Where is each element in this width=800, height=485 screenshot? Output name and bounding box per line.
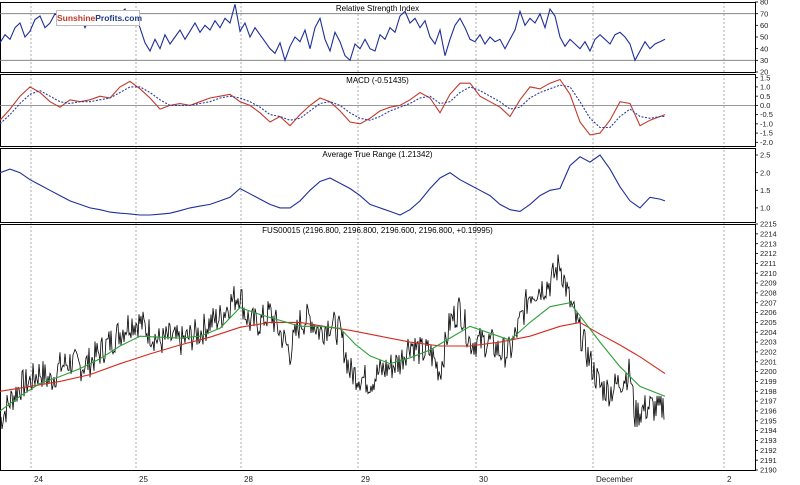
- price-ytick-label-14: 2204: [760, 328, 777, 337]
- price-ytick-label-2: 2192: [760, 446, 777, 455]
- price-ytick-label-18: 2208: [760, 288, 777, 297]
- rsi-ytick-label-4: 60: [760, 21, 768, 30]
- price-ytick-label-6: 2196: [760, 407, 777, 416]
- price-ytick-label-3: 2193: [760, 436, 777, 445]
- logo-text-part2: Profits.com: [95, 13, 143, 23]
- rsi-ytick-label-3: 50: [760, 33, 768, 42]
- logo-text-part1: Sunshine: [57, 13, 96, 23]
- atr-ytick-label-3: 2.5: [760, 151, 770, 160]
- price-ytick-label-16: 2206: [760, 308, 777, 317]
- price-ytick-label-20: 2210: [760, 269, 777, 278]
- price-ytick-label-25: 2215: [760, 220, 777, 229]
- price-ytick-label-12: 2202: [760, 348, 777, 357]
- price-ytick-label-0: 2190: [760, 466, 777, 475]
- rsi-ytick-label-0: 20: [760, 68, 768, 77]
- price-ytick-label-7: 2197: [760, 397, 777, 406]
- x-tick-label-3: 29: [361, 475, 370, 484]
- rsi-ytick-label-5: 70: [760, 9, 768, 18]
- macd-ytick-label-1: -1.5: [760, 129, 773, 138]
- macd-ytick-label-5: 0.5: [760, 92, 770, 101]
- rsi-ytick-label-2: 40: [760, 44, 768, 53]
- x-tick-label-4: 30: [479, 475, 488, 484]
- macd-ytick-label-7: 1.5: [760, 73, 770, 82]
- price-ytick-label-19: 2209: [760, 279, 777, 288]
- price-panel-frame: [0, 224, 756, 471]
- macd-ytick-label-0: -2.0: [760, 138, 773, 147]
- x-tick-label-0: 24: [34, 475, 43, 484]
- rsi-panel-frame: [0, 2, 756, 73]
- atr-ytick-label-0: 1.0: [760, 204, 770, 213]
- macd-ytick-label-4: 0.0: [760, 101, 770, 110]
- atr-ytick-label-2: 2.0: [760, 168, 770, 177]
- price-ytick-label-23: 2213: [760, 239, 777, 248]
- atr-series-line-0: [0, 154, 666, 216]
- rsi-ytick-label-1: 30: [760, 56, 768, 65]
- price-ytick-label-24: 2214: [760, 229, 777, 238]
- price-ytick-label-11: 2201: [760, 357, 777, 366]
- price-series-line-0: [0, 254, 665, 430]
- x-tick-label-6: 2: [727, 475, 732, 484]
- price-ytick-label-1: 2191: [760, 456, 777, 465]
- price-ytick-label-9: 2199: [760, 377, 777, 386]
- macd-series-line-0: [0, 78, 666, 136]
- sunshine-profits-logo: SunshineProfits.com: [56, 10, 143, 26]
- macd-ytick-label-6: 1.0: [760, 83, 770, 92]
- rsi-title: Relative Strength Index: [336, 4, 419, 13]
- price-ytick-label-17: 2207: [760, 298, 777, 307]
- macd-panel-frame: [0, 74, 756, 147]
- x-tick-label-2: 28: [244, 475, 253, 484]
- x-tick-label-1: 25: [139, 475, 148, 484]
- price-ytick-label-8: 2198: [760, 387, 777, 396]
- atr-title: Average True Range (1.21342): [322, 150, 432, 159]
- price-ytick-label-15: 2205: [760, 318, 777, 327]
- macd-ytick-label-2: -1.0: [760, 119, 773, 128]
- price-ytick-label-4: 2194: [760, 426, 777, 435]
- macd-title: MACD (-0.51435): [346, 76, 409, 85]
- macd-ytick-label-3: -0.5: [760, 110, 773, 119]
- price-ytick-label-22: 2212: [760, 249, 777, 258]
- rsi-ytick-label-6: 80: [760, 0, 768, 7]
- price-ytick-label-5: 2195: [760, 416, 777, 425]
- atr-panel-frame: [0, 148, 756, 223]
- x-tick-label-5: December: [596, 475, 633, 484]
- price-title: FUS00015 (2196.800, 2196.800, 2196.600, …: [262, 226, 493, 235]
- macd-series-line-1: [0, 84, 665, 129]
- price-ytick-label-21: 2211: [760, 259, 776, 268]
- price-ytick-label-10: 2200: [760, 367, 777, 376]
- atr-ytick-label-1: 1.5: [760, 186, 770, 195]
- price-ytick-label-13: 2203: [760, 338, 777, 347]
- price-series-line-2: [0, 302, 666, 412]
- price-series-line-1: [0, 321, 666, 392]
